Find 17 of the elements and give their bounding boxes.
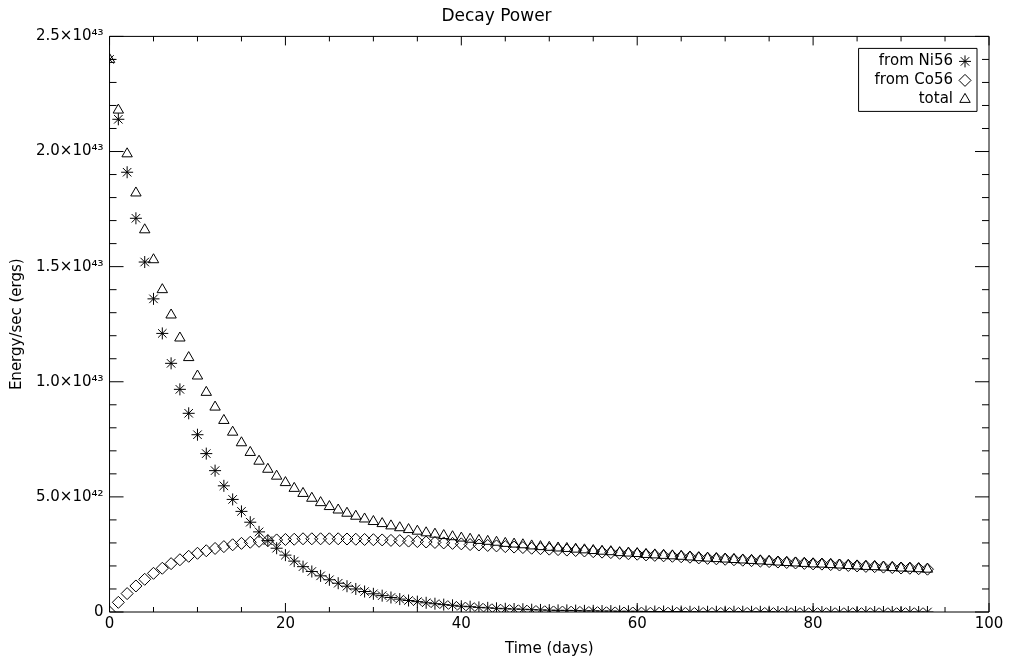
legend-label: from Ni56 bbox=[878, 51, 953, 70]
y-tick-label: 5.0×10⁴² bbox=[35, 486, 104, 505]
x-tick-label: 80 bbox=[803, 613, 823, 632]
x-tick-label: 100 bbox=[974, 613, 1004, 632]
x-tick-label: 20 bbox=[275, 613, 295, 632]
x-tick-label: 40 bbox=[451, 613, 471, 632]
y-tick-label: 0 bbox=[93, 601, 104, 620]
legend-label: total bbox=[918, 89, 953, 108]
legend-label: from Co56 bbox=[874, 70, 953, 89]
x-tick-label: 60 bbox=[627, 613, 647, 632]
chart-title: Decay Power bbox=[441, 4, 552, 25]
x-axis-title: Time (days) bbox=[503, 638, 594, 657]
y-tick-label: 1.5×10⁴³ bbox=[35, 256, 104, 275]
y-tick-label: 2.0×10⁴³ bbox=[35, 141, 104, 160]
y-tick-label: 1.0×10⁴³ bbox=[35, 371, 104, 390]
y-tick-label: 2.5×10⁴³ bbox=[35, 26, 104, 45]
y-axis-title: Energy/sec (ergs) bbox=[6, 258, 25, 391]
